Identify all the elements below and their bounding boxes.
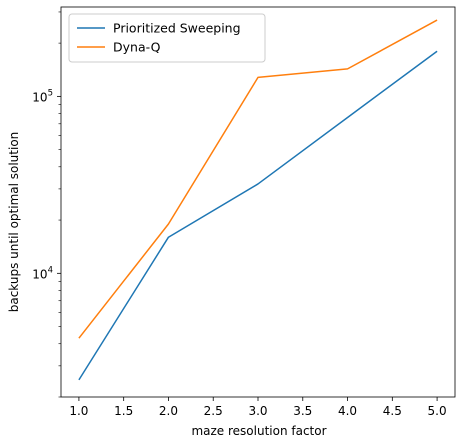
x-tick-label: 4.0 (338, 404, 357, 418)
x-tick-label: 3.0 (248, 404, 267, 418)
series-line-1 (78, 19, 438, 339)
x-tick-label: 1.5 (114, 404, 133, 418)
x-tick-label: 4.5 (383, 404, 402, 418)
x-axis: 1.0 1.5 2.0 2.5 3.0 3.5 4.0 4.5 5.0 (69, 397, 447, 418)
x-tick-label: 1.0 (69, 404, 88, 418)
legend-label: Dyna-Q (113, 40, 161, 55)
x-axis-label: maze resolution factor (191, 424, 326, 438)
x-tick-label: 2.0 (159, 404, 178, 418)
y-tick-label: 104 (32, 265, 53, 281)
x-tick-label: 3.5 (293, 404, 312, 418)
legend: Prioritized Sweeping Dyna-Q (68, 13, 266, 63)
series-layer (78, 19, 438, 381)
x-tick-label: 5.0 (428, 404, 447, 418)
legend-label: Prioritized Sweeping (113, 21, 241, 36)
legend-box (68, 13, 266, 63)
plot-area (60, 6, 456, 398)
x-tick-label: 2.5 (204, 404, 223, 418)
y-axis-label: backups until optimal solution (7, 132, 21, 313)
series-line-0 (78, 50, 438, 381)
y-axis: 104 105 (32, 11, 61, 398)
y-tick-label: 105 (32, 88, 53, 104)
plot-frame (60, 6, 456, 398)
